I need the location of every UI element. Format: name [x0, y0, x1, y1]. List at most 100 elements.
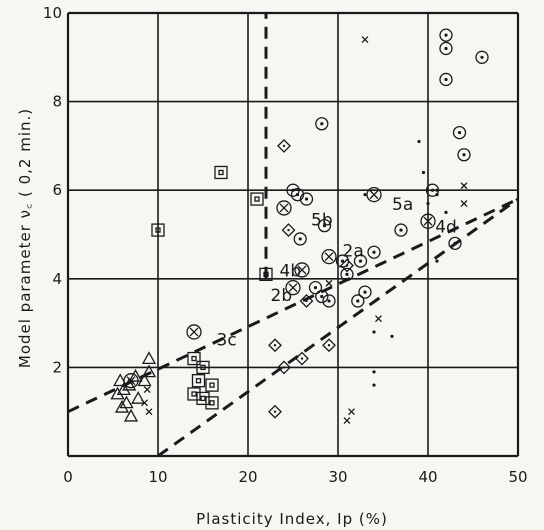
x-point	[348, 408, 355, 416]
data-points	[110, 28, 489, 425]
triangle-point	[114, 399, 130, 413]
circled-x-point	[420, 213, 436, 229]
x-axis-label: Plasticity Index, Ip (%)	[196, 510, 388, 528]
dot-point	[426, 201, 430, 206]
x-point	[143, 386, 151, 394]
circled-dot-point	[448, 236, 462, 251]
annotation-label: 5a	[392, 195, 413, 215]
dot-point	[435, 193, 439, 197]
circled-dot-point	[439, 72, 453, 87]
circled-dot-point	[353, 254, 368, 268]
diamond-point	[295, 351, 309, 366]
x-point	[460, 200, 468, 207]
circled-x-point	[294, 262, 310, 278]
circled-x-point	[123, 373, 139, 389]
diamond-point	[281, 223, 296, 237]
circled-x-point	[276, 200, 292, 216]
x-point	[325, 279, 333, 287]
annotation-label: 2b	[271, 286, 293, 306]
square-point	[214, 165, 228, 180]
square-point	[196, 360, 210, 375]
x-point	[375, 315, 382, 323]
diamond-point	[268, 404, 282, 419]
x-tick-label: 30	[328, 468, 347, 486]
dot-point	[421, 170, 426, 175]
triangle-point	[131, 391, 146, 404]
circled-x-point	[366, 186, 382, 203]
circled-dot-point	[290, 187, 305, 202]
x-tick-label: 50	[508, 468, 527, 486]
annotation-label: 4d	[435, 217, 457, 237]
x-tick-label: 10	[148, 468, 167, 486]
circled-dot-point	[317, 218, 332, 233]
square-point	[187, 351, 201, 366]
circled-dot-point	[439, 41, 453, 56]
circled-x-point	[186, 324, 202, 340]
x-point	[145, 408, 153, 416]
square-point	[205, 378, 219, 392]
circled-x-point	[321, 248, 337, 265]
circled-dot-point	[293, 232, 307, 246]
y-tick-label: 10	[43, 4, 62, 22]
triangle-point	[123, 408, 139, 422]
diamond-point	[277, 360, 291, 375]
x-point	[343, 417, 351, 425]
plot-area	[68, 13, 518, 456]
circled-dot-point	[475, 50, 489, 64]
triangle-point	[137, 373, 152, 387]
circled-dot-point	[315, 117, 329, 131]
annotation-label: 5b	[311, 211, 333, 231]
circled-dot-point	[439, 28, 453, 42]
annotation-label: 2a	[343, 242, 364, 262]
x-tick-label: 0	[63, 468, 73, 486]
triangle-point	[119, 395, 134, 409]
circled-dot-point	[299, 192, 314, 206]
triangle-point	[141, 351, 157, 364]
x-point	[141, 399, 148, 407]
circled-dot-point	[358, 285, 372, 299]
square-point	[151, 223, 165, 237]
diamond-point	[299, 294, 314, 308]
x-point	[460, 182, 468, 190]
circled-dot-point	[308, 281, 323, 295]
annotation-label: 3c	[217, 330, 237, 350]
square-point	[259, 267, 273, 282]
triangle-point	[128, 368, 143, 382]
y-tick-labels: 2 4 6 8 10	[43, 4, 62, 376]
triangle-point	[110, 386, 125, 400]
triangle-point	[141, 364, 157, 378]
dot-point	[372, 383, 376, 387]
dashed-line	[157, 197, 519, 458]
circled-x-point	[285, 280, 301, 296]
x-tick-label: 40	[418, 468, 437, 486]
circled-dot-point	[322, 294, 336, 308]
dot-point	[417, 139, 421, 144]
annotations: 5a 5b 2a 4b 4d 2b 3c	[217, 195, 457, 350]
y-tick-label: 4	[52, 270, 62, 288]
diamond-point	[322, 338, 336, 353]
square-point	[191, 374, 206, 388]
square-point	[250, 192, 264, 206]
x-point	[361, 36, 369, 44]
dot-point	[444, 210, 448, 214]
circled-dot-point	[367, 245, 381, 259]
dot-point	[372, 330, 376, 334]
circled-dot-point	[394, 223, 408, 237]
diamond-point	[277, 138, 291, 153]
x-tick-labels: 0 10 20 30 40 50	[63, 468, 527, 486]
square-point	[196, 391, 210, 406]
circled-dot-point	[351, 294, 365, 308]
diamond-point	[268, 338, 282, 353]
square-point	[205, 396, 219, 410]
circled-dot-point	[315, 289, 329, 304]
circled-dot-point	[452, 125, 467, 140]
square-point	[187, 387, 201, 401]
dot-point	[363, 193, 367, 197]
dot-point	[390, 334, 394, 338]
circled-dot-point	[457, 148, 471, 162]
y-tick-label: 2	[52, 358, 62, 376]
triangle-point	[122, 377, 137, 391]
dot-point	[435, 188, 439, 192]
triangle-point	[113, 373, 128, 387]
